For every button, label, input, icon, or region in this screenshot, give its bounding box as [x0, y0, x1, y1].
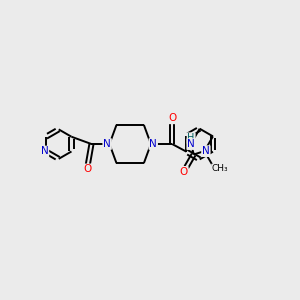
Text: H: H — [188, 133, 195, 143]
Text: N: N — [149, 139, 157, 149]
Text: CH₃: CH₃ — [212, 164, 229, 173]
Text: N: N — [40, 146, 48, 157]
Text: O: O — [168, 113, 176, 123]
Text: O: O — [179, 167, 188, 177]
Text: O: O — [84, 164, 92, 174]
Text: N: N — [187, 139, 195, 149]
Text: N: N — [202, 146, 210, 156]
Text: N: N — [103, 139, 111, 149]
